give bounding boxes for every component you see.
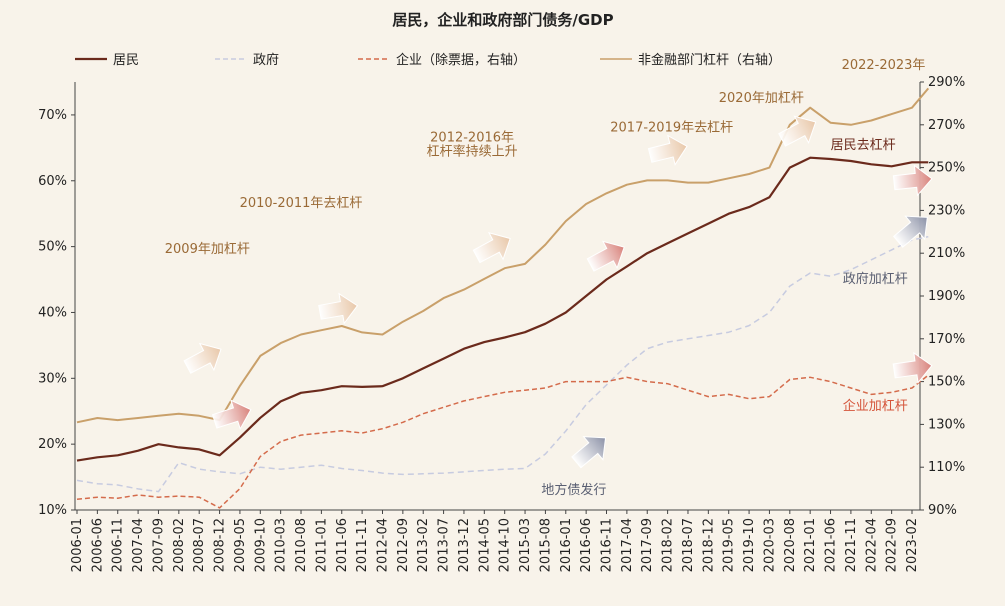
x-axis-tick-label: 2014-10: [498, 518, 513, 572]
x-axis-tick-label: 2018-02: [661, 518, 676, 572]
x-axis-tick-label: 2006-01: [70, 518, 85, 572]
legend: 居民 政府 企业（除票据，右轴） 非金融部门杠杆（右轴）: [75, 52, 781, 68]
right-axis-tick-label: 210%: [928, 246, 965, 261]
series-line-corporate: [76, 374, 929, 509]
left-axis-tick-label: 40%: [38, 305, 67, 320]
trend-arrow: [318, 292, 359, 325]
trend-arrow: [893, 215, 928, 248]
x-axis-tick-label: 2015-03: [518, 518, 533, 572]
x-axis-tick-label: 2017-09: [640, 518, 655, 572]
annotation-label: 2012-2016年: [430, 130, 514, 145]
annotation-label: 2022-2023年: [842, 58, 926, 73]
x-axis-tick-label: 2020-08: [783, 518, 798, 572]
x-axis-tick-label: 2013-12: [457, 518, 472, 572]
trend-arrow: [647, 134, 688, 166]
annotation-label: 2010-2011年去杠杆: [240, 195, 363, 211]
x-axis-tick-label: 2011-06: [335, 518, 350, 572]
x-axis-tick-label: 2016-11: [600, 518, 615, 572]
x-axis-tick-label: 2013-07: [437, 518, 452, 572]
legend-label-government: 政府: [253, 53, 279, 68]
left-axis-tick-label: 60%: [38, 174, 67, 189]
x-axis-tick-label: 2010-03: [274, 518, 289, 572]
annotation-label: 政府加杠杆: [843, 271, 908, 287]
right-axis-tick-label: 130%: [928, 417, 965, 432]
x-axis-tick-label: 2019-05: [722, 518, 737, 572]
right-axis-tick-label: 270%: [928, 118, 965, 133]
x-axis-tick-label: 2018-07: [681, 518, 696, 572]
left-axis-tick-label: 50%: [38, 240, 67, 255]
x-axis-tick-label: 2016-01: [559, 518, 574, 572]
x-axis-tick-label: 2008-07: [192, 518, 207, 572]
x-axis-tick-label: 2014-05: [477, 518, 492, 572]
x-axis-tick-label: 2011-11: [355, 518, 370, 572]
x-axis-tick-label: 2006-06: [90, 518, 105, 572]
x-axis-tick-label: 2016-06: [579, 518, 594, 572]
left-axis-tick-label: 70%: [38, 108, 67, 123]
trend-arrow: [892, 351, 933, 384]
x-axis-tick-label: 2013-02: [416, 518, 431, 572]
x-axis-tick-label: 2012-09: [396, 518, 411, 572]
x-axis-tick-label: 2011-01: [314, 518, 329, 572]
x-axis-tick-label: 2021-11: [844, 518, 859, 572]
x-axis-tick-label: 2007-04: [131, 518, 146, 572]
series-line-household: [76, 156, 929, 462]
right-axis-tick-label: 190%: [928, 289, 965, 304]
annotation-label: 杠杆率持续上升: [427, 144, 518, 160]
trend-arrow: [571, 436, 607, 469]
x-axis-tick-label: 2022-04: [864, 518, 879, 572]
legend-label-nonfinancial: 非金融部门杠杆（右轴）: [638, 52, 781, 68]
annotation-label: 2017-2019年去杠杆: [610, 119, 733, 135]
x-axis-tick-label: 2021-01: [803, 518, 818, 572]
x-axis-tick-label: 2008-02: [172, 518, 187, 572]
trend-arrow: [183, 342, 222, 374]
right-axis-tick-label: 290%: [928, 75, 965, 90]
annotation-label: 2009年加杠杆: [165, 241, 250, 257]
x-axis-tick-label: 2017-04: [620, 518, 635, 572]
x-axis-tick-label: 2022-09: [885, 518, 900, 572]
x-axis-tick-label: 2012-04: [375, 518, 390, 572]
right-axis-tick-label: 230%: [928, 203, 965, 218]
chart-title: 居民，企业和政府部门债务/GDP: [392, 11, 613, 29]
x-axis-tick-label: 2018-12: [701, 518, 716, 572]
trend-arrow: [778, 115, 817, 147]
x-axis-tick-label: 2007-09: [151, 518, 166, 572]
x-axis-tick-label: 2009-05: [233, 518, 248, 572]
x-axis-tick-label: 2020-03: [762, 518, 777, 572]
right-axis-tick-label: 90%: [928, 503, 957, 518]
x-axis-tick-label: 2009-10: [253, 518, 268, 572]
x-axis-tick-label: 2015-08: [538, 518, 553, 572]
annotation-label: 企业加杠杆: [843, 398, 908, 414]
right-axis-tick-label: 150%: [928, 375, 965, 390]
right-axis-tick-label: 250%: [928, 161, 965, 176]
left-axis-tick-label: 30%: [38, 371, 67, 386]
right-axis-tick-label: 110%: [928, 460, 965, 475]
legend-label-household: 居民: [113, 53, 139, 68]
right-axis-tick-label: 170%: [928, 332, 965, 347]
annotation-label: 地方债发行: [541, 482, 606, 498]
legend-label-corporate: 企业（除票据，右轴）: [396, 52, 526, 68]
trend-arrow: [586, 240, 625, 272]
trend-arrow: [472, 231, 511, 264]
left-axis-tick-label: 10%: [38, 503, 67, 518]
arrow-layer: [183, 115, 933, 469]
annotation-label: 2020年加杠杆: [719, 90, 804, 106]
trend-arrow: [211, 399, 252, 431]
x-axis-tick-label: 2021-06: [824, 518, 839, 572]
trend-arrow: [892, 164, 933, 197]
left-axis-tick-label: 20%: [38, 437, 67, 452]
x-axis-tick-label: 2008-12: [213, 518, 228, 572]
axes: 10% 20% 30% 40% 50% 60% 70% 90% 110% 130% 150% 170%…: [38, 75, 965, 572]
x-axis-tick-label: 2019-10: [742, 518, 757, 572]
x-axis-tick-label: 2023-02: [905, 518, 920, 572]
x-axis-tick-label: 2006-11: [111, 518, 126, 572]
x-axis-tick-label: 2010-08: [294, 518, 309, 572]
series-line-government: [76, 235, 929, 493]
annotation-label: 居民去杠杆: [831, 137, 896, 153]
